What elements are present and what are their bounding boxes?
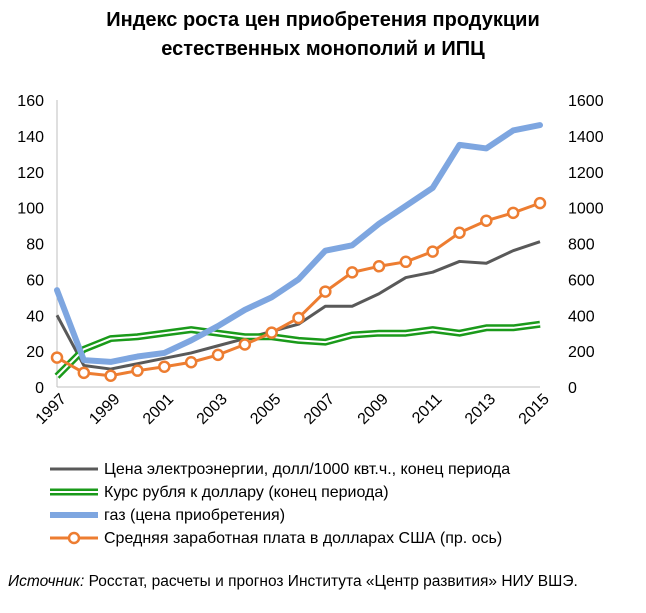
y-right-tick-label: 400 [568,308,595,325]
chart-axes [56,100,540,388]
y-right-tick-label: 0 [568,380,577,397]
y-right-tick-label: 600 [568,272,595,289]
y-right-tick-label: 200 [568,344,595,361]
data-point-salary [319,285,332,298]
series-exchange-rate [54,320,541,379]
x-tick-label: 2013 [462,391,499,428]
legend-label-exchange-rate: Курс рубля к доллару (конец периода) [104,484,389,501]
chart-legend: Цена электроэнергии, долл/1000 квт.ч., к… [50,458,510,550]
x-tick-label: 1999 [86,391,123,428]
data-point-salary [131,364,144,377]
x-tick-label: 2009 [355,391,392,428]
series-salary [50,196,547,382]
legend-label-salary: Средняя заработная плата в долларах США … [104,530,503,547]
data-point-salary [211,348,225,362]
chart-title-line-1: Индекс роста цен приобретения продукции [106,9,540,31]
x-tick-label: 2003 [194,391,231,428]
y-left-tick-label: 0 [35,380,44,397]
y-right-tick-label: 1400 [568,129,604,146]
data-point-salary [372,260,386,273]
legend-swatch-gas [50,512,98,518]
y-right-tick-label: 1000 [568,201,604,218]
data-point-salary [292,311,305,325]
y-left-tick-label: 100 [17,201,44,218]
y-left-tick-label: 40 [26,308,44,325]
line-chart: 0204060801001201401600200400600800100012… [17,93,604,428]
legend-swatch-salary [50,531,98,545]
data-point-salary [184,355,198,369]
source-note: Источник: Росстат, расчеты и прогноз Инс… [8,572,638,591]
data-point-salary [158,360,171,373]
data-point-salary [104,369,117,382]
data-point-salary [265,326,278,339]
series-electricity [55,240,541,371]
x-tick-label: 2005 [247,391,284,428]
data-point-salary [77,366,91,380]
legend-label-electricity: Цена электроэнергии, долл/1000 квт.ч., к… [104,461,511,478]
y-left-tick-label: 140 [17,129,44,146]
x-tick-label: 2007 [301,391,338,428]
x-tick-label: 2011 [409,391,445,427]
y-left-tick-label: 160 [17,93,44,110]
data-point-salary [345,266,359,279]
series-line-electricity [55,240,541,371]
data-point-salary [50,351,64,364]
data-point-salary [453,226,466,239]
x-tick-label: 2001 [140,391,177,428]
legend-item-salary: Средняя заработная плата в долларах США … [50,527,510,550]
series-line-gas [54,122,543,365]
y-right-tick-label: 1600 [568,93,604,110]
source-label: Источник: [8,573,85,590]
data-point-salary [399,255,413,269]
data-point-salary [426,245,439,258]
y-right-tick-label: 1200 [568,165,604,182]
series-line-salary [56,201,541,378]
legend-item-gas: газ (цена приобретения) [50,504,510,527]
data-point-salary [238,338,252,351]
legend-swatch-exchange-rate [50,488,98,496]
data-point-salary [506,206,520,220]
y-left-tick-label: 20 [26,344,44,361]
series-line-inner-exchange-rate [56,323,541,377]
y-left-tick-label: 60 [26,272,44,289]
chart-series [50,122,547,382]
chart-title-line-2: естественных монополий и ИПЦ [161,38,485,60]
y-right-tick-label: 800 [568,237,595,254]
source-text: Росстат, расчеты и прогноз Института «Це… [88,573,578,590]
data-point-salary [533,196,547,210]
legend-label-gas: газ (цена приобретения) [104,507,286,524]
x-tick-label: 2015 [516,391,553,428]
y-left-tick-label: 120 [17,165,44,182]
legend-swatch-electricity [50,467,98,471]
y-left-tick-label: 80 [26,237,44,254]
data-point-salary [480,214,493,227]
legend-item-exchange-rate: Курс рубля к доллару (конец периода) [50,481,510,504]
series-gas [54,122,543,365]
chart-title: Индекс роста цен приобретения продукции … [0,6,646,64]
legend-item-electricity: Цена электроэнергии, долл/1000 квт.ч., к… [50,458,510,481]
